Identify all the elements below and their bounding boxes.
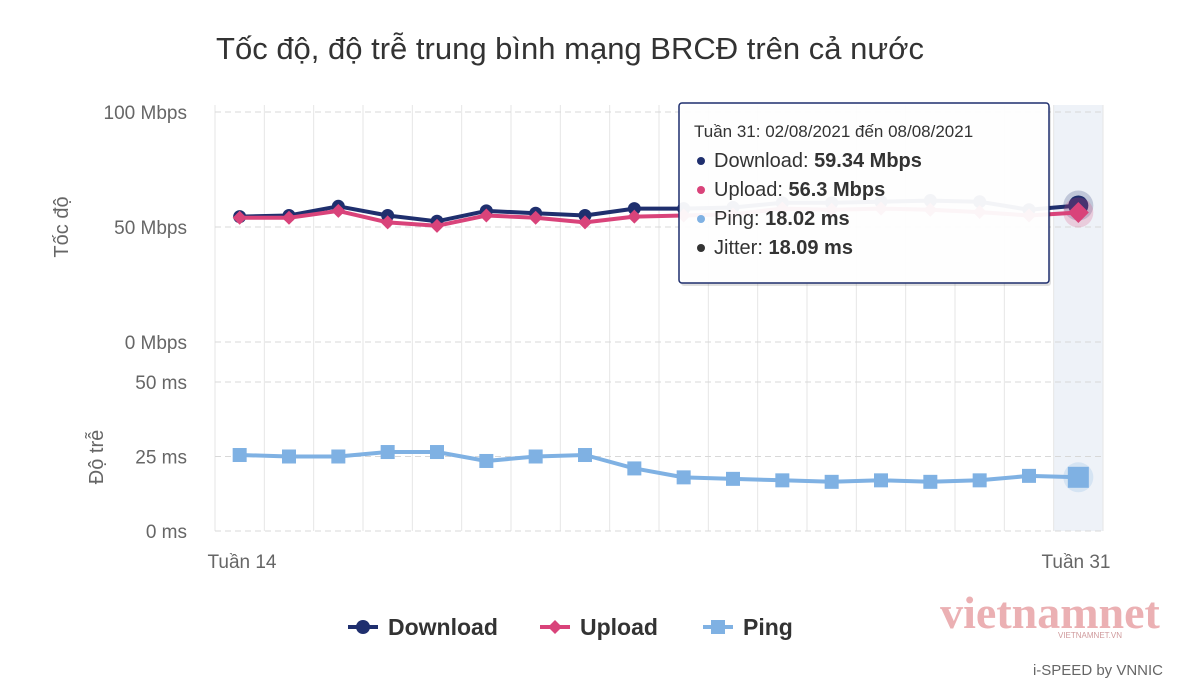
y-tick-label: 50 Mbps (114, 218, 187, 239)
ping-point (578, 448, 592, 463)
highlight-band (1053, 105, 1103, 531)
y-tick-label: 0 ms (146, 522, 187, 543)
speed-axis-title: Tốc độ (51, 196, 73, 257)
legend-marker-download (356, 620, 370, 634)
watermark-subtext: VIETNAMNET.VN (1058, 631, 1122, 640)
legend-item-ping: Ping (703, 614, 793, 640)
ping-point (1022, 468, 1036, 483)
ping-point (627, 461, 642, 476)
legend-item-download: Download (348, 614, 498, 640)
tooltip-row-label: Download: (714, 150, 814, 172)
chart-title: Tốc độ, độ trễ trung bình mạng BRCĐ trên… (216, 31, 924, 66)
ping-point (430, 445, 444, 460)
watermark-logo: vietnamnet (940, 587, 1160, 638)
tooltip-bullet (697, 157, 705, 165)
upload-point (1067, 202, 1089, 224)
upload-point (479, 208, 494, 223)
tooltip-row: Download: 59.34 Mbps (714, 150, 922, 172)
latency-axis-title: Độ trễ (85, 430, 108, 484)
tooltip-row-value: 18.02 ms (765, 208, 850, 230)
legend-label-upload: Upload (580, 614, 658, 640)
ping-point (380, 445, 395, 460)
plot-area: 0 Mbps 50 Mbps 100 Mbps 0 ms 25 ms 50 ms (104, 103, 1104, 543)
ping-point (331, 449, 346, 464)
download-point (627, 202, 641, 216)
ping-point (972, 473, 987, 488)
upload-point (380, 215, 395, 230)
tooltip-row-label: Upload: (714, 179, 789, 201)
tooltip-bullet (697, 244, 705, 252)
tooltip-box (678, 102, 1050, 284)
legend: Download Upload Ping (348, 614, 793, 640)
credit-text: i-SPEED by VNNIC (1033, 662, 1163, 679)
tooltip-row-value: 59.34 Mbps (814, 150, 922, 172)
ping-point (775, 473, 790, 488)
tooltip-header: Tuần 31: 02/08/2021 đến 08/08/2021 (694, 122, 973, 141)
legend-marker-ping (711, 620, 725, 634)
y-tick-label: 25 ms (135, 448, 187, 469)
upload-point (282, 210, 296, 225)
ping-point (726, 471, 740, 486)
ping-line (239, 450, 1079, 484)
upload-point (430, 218, 444, 233)
ping-point (1067, 466, 1089, 488)
upload-point (627, 209, 642, 224)
upload-point (232, 210, 247, 225)
tooltip-bullet (697, 215, 705, 223)
legend-item-upload: Upload (540, 614, 658, 640)
upload-point (331, 203, 346, 218)
ping-point (874, 473, 888, 488)
ping-point (232, 448, 247, 463)
ping-point (923, 474, 938, 489)
legend-marker-upload (548, 620, 562, 634)
tooltip-row-value: 56.3 Mbps (789, 179, 886, 201)
tooltip-row-label: Ping: (714, 208, 765, 230)
y-tick-label: 50 ms (135, 373, 187, 394)
legend-label-ping: Ping (743, 614, 793, 640)
tooltip: Tuần 31: 02/08/2021 đến 08/08/2021 Downlo… (678, 102, 1051, 286)
y-tick-label: 0 Mbps (125, 333, 187, 354)
watermark: vietnamnet VIETNAMNET.VN (940, 587, 1160, 640)
ping-point (479, 453, 494, 468)
ping-point (282, 449, 296, 464)
x-tick-label-last: Tuần 31 (1041, 552, 1110, 573)
upload-point (578, 215, 592, 230)
upload-point (528, 210, 543, 225)
y-tick-label: 100 Mbps (104, 103, 187, 124)
ping-point (676, 470, 691, 485)
tooltip-row-label: Jitter: (714, 237, 768, 259)
tooltip-row: Ping: 18.02 ms (714, 208, 850, 230)
tooltip-bullet (697, 186, 705, 194)
tooltip-row: Upload: 56.3 Mbps (714, 179, 885, 201)
x-tick-label-first: Tuần 14 (207, 552, 276, 573)
tooltip-row-value: 18.09 ms (768, 237, 853, 259)
ping-point (824, 474, 839, 489)
ping-point (528, 449, 543, 464)
tooltip-row: Jitter: 18.09 ms (714, 237, 853, 259)
legend-label-download: Download (388, 614, 498, 640)
